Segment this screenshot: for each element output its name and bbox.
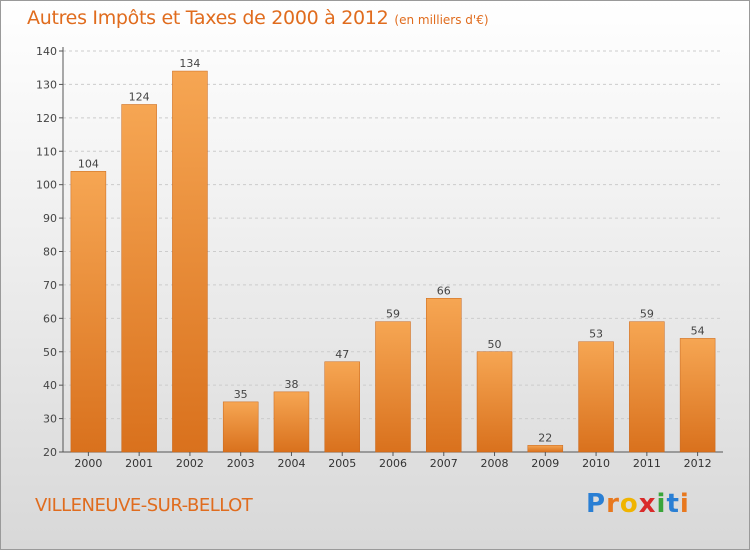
bar <box>629 321 665 453</box>
bar <box>121 104 157 453</box>
bar-value-label: 47 <box>335 348 349 361</box>
bar <box>426 298 462 453</box>
bar-value-label: 35 <box>234 388 248 401</box>
logo-letter: i <box>679 489 690 519</box>
x-tick-label: 2000 <box>74 457 102 470</box>
bar <box>172 70 208 453</box>
bar-value-label: 59 <box>386 308 400 321</box>
logo-letter: r <box>606 489 620 519</box>
logo-letter: t <box>666 489 680 519</box>
bar-value-label: 59 <box>640 308 654 321</box>
bar-value-label: 66 <box>437 284 451 297</box>
bar-value-label: 50 <box>488 338 502 351</box>
y-tick-label: 110 <box>36 145 57 158</box>
x-tick-label: 2005 <box>328 457 356 470</box>
proxiti-logo[interactable]: Proxiti <box>586 489 690 519</box>
bar <box>476 351 513 453</box>
bar-value-label: 54 <box>691 324 705 337</box>
x-tick-label: 2004 <box>277 457 305 470</box>
y-tick-label: 40 <box>43 379 57 392</box>
x-tick-label: 2003 <box>227 457 255 470</box>
y-tick-label: 80 <box>43 246 57 259</box>
bar-value-label: 53 <box>589 328 603 341</box>
x-tick-label: 2008 <box>481 457 509 470</box>
x-tick-label: 2012 <box>684 457 712 470</box>
bar <box>222 401 259 453</box>
x-tick-label: 2002 <box>176 457 204 470</box>
y-tick-label: 60 <box>43 312 57 325</box>
bar <box>578 341 614 453</box>
bar-value-label: 38 <box>284 378 298 391</box>
logo-letter: i <box>656 489 667 519</box>
bar <box>375 321 411 453</box>
bar <box>679 338 716 453</box>
x-tick-label: 2010 <box>582 457 610 470</box>
bar-value-label: 104 <box>78 157 99 170</box>
bar <box>324 361 360 453</box>
bar-value-label: 134 <box>179 57 200 70</box>
chart-title: Autres Impôts et Taxes de 2000 à 2012 (en… <box>27 7 489 29</box>
y-tick-label: 130 <box>36 78 57 91</box>
y-tick-label: 50 <box>43 346 57 359</box>
y-tick-label: 70 <box>43 279 57 292</box>
bar <box>527 445 564 453</box>
bar <box>70 171 107 453</box>
x-tick-label: 2011 <box>633 457 661 470</box>
x-tick-label: 2006 <box>379 457 407 470</box>
bar <box>273 391 310 453</box>
commune-name: VILLENEUVE-SUR-BELLOT <box>35 495 253 516</box>
bar-value-label: 22 <box>538 431 552 444</box>
y-tick-label: 30 <box>43 413 57 426</box>
x-tick-label: 2009 <box>531 457 559 470</box>
logo-letter: x <box>638 489 657 519</box>
y-tick-label: 140 <box>36 45 57 58</box>
x-tick-label: 2007 <box>430 457 458 470</box>
logo-letter: P <box>586 489 607 519</box>
y-tick-label: 120 <box>36 112 57 125</box>
chart-title-text: Autres Impôts et Taxes de 2000 à 2012 <box>27 7 389 29</box>
y-tick-label: 100 <box>36 179 57 192</box>
logo-letter: o <box>619 489 639 519</box>
y-tick-label: 90 <box>43 212 57 225</box>
chart-subtitle: (en milliers d'€) <box>394 13 489 27</box>
x-tick-label: 2001 <box>125 457 153 470</box>
bar-value-label: 124 <box>129 90 150 103</box>
y-tick-label: 20 <box>43 446 57 459</box>
